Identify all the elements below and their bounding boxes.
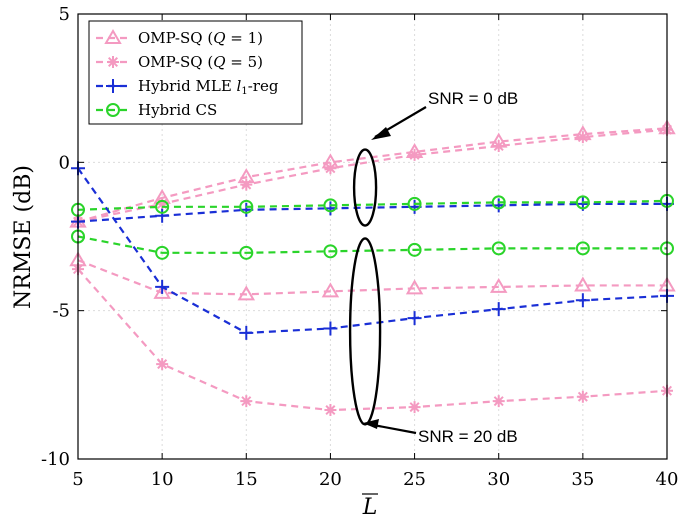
asterisk-marker [408, 401, 421, 414]
plus-marker [239, 325, 254, 340]
circle-marker [491, 195, 506, 210]
x-tick-label: 30 [487, 469, 510, 490]
asterisk-marker [576, 131, 589, 144]
asterisk-marker [324, 162, 337, 175]
triangle-marker [153, 283, 171, 299]
plus-marker [575, 293, 590, 308]
x-tick-label: 15 [235, 469, 258, 490]
snr-20db-annotation: SNR = 20 dB [363, 419, 518, 446]
plus-marker [155, 279, 170, 294]
asterisk-marker [576, 390, 589, 403]
snr-0db-annotation: SNR = 0 dB [371, 89, 518, 140]
circle-marker [491, 241, 506, 256]
asterisk-marker [240, 178, 253, 191]
series-line [77, 202, 667, 223]
x-axis-label: L [362, 495, 378, 520]
legend-entry: OMP-SQ (Q = 5) [96, 53, 263, 71]
legend-label: OMP-SQ (Q = 1) [138, 29, 263, 47]
asterisk-marker [156, 197, 169, 210]
legend-entry: OMP-SQ (Q = 1) [96, 29, 263, 47]
circle-marker [239, 245, 254, 260]
plus-marker [155, 208, 170, 223]
legend: OMP-SQ (Q = 1) OMP-SQ (Q = 5) Hybrid MLE l… [88, 20, 303, 125]
asterisk-marker [492, 395, 505, 408]
y-tick-label: -5 [52, 301, 70, 322]
x-tick-label: 40 [656, 469, 679, 490]
y-tick-label: 5 [59, 4, 70, 25]
axis-ticks: 5 10 15 20 25 30 35 40 5 0 -5 -10 [41, 4, 678, 490]
plus-marker [106, 79, 120, 93]
asterisk-marker [492, 140, 505, 153]
plus-marker [491, 302, 506, 317]
triangle-marker [489, 277, 508, 293]
plus-marker [323, 321, 338, 336]
legend-entry: Hybrid MLE l1-reg [96, 77, 279, 97]
asterisk-marker [408, 148, 421, 161]
asterisk-marker [107, 56, 119, 68]
y-tick-label: 0 [59, 152, 70, 173]
asterisk-marker [324, 404, 337, 417]
x-tick-label: 35 [571, 469, 594, 490]
circle-marker [239, 199, 254, 214]
legend-label: Hybrid CS [138, 101, 217, 119]
circle-marker [106, 103, 120, 117]
circle-marker [407, 196, 422, 211]
series-line [77, 268, 668, 412]
circle-marker [323, 244, 338, 259]
series-line [77, 259, 667, 296]
series-line [77, 235, 667, 254]
circle-marker [323, 198, 338, 213]
asterisk-marker [156, 358, 169, 371]
circle-marker [407, 242, 422, 257]
asterisk-marker [240, 395, 253, 408]
x-tick-label: 25 [403, 469, 426, 490]
y-tick-label: -10 [41, 449, 70, 470]
snr-20db-ellipse [348, 237, 382, 426]
triangle-marker [104, 29, 122, 44]
snr-20db-ellipse-shape [348, 237, 382, 426]
circle-marker [575, 241, 590, 256]
circle-marker [155, 199, 170, 214]
snr-0db-label: SNR = 0 dB [428, 89, 518, 108]
triangle-marker [237, 285, 256, 301]
x-tick-label: 5 [72, 469, 83, 490]
circle-marker [575, 195, 590, 210]
legend-label: Hybrid MLE l1-reg [138, 77, 279, 97]
legend-entry: Hybrid CS [96, 101, 217, 119]
series-hybrid-cs-snr-20dB [71, 229, 674, 260]
circle-marker [155, 245, 170, 260]
snr-0db-ellipse [352, 148, 378, 227]
plus-marker [407, 311, 422, 326]
y-axis-label: NRMSE (dB) [11, 165, 36, 309]
series-line [77, 199, 668, 211]
snr-0db-ellipse-shape [352, 148, 378, 227]
x-tick-label: 20 [319, 469, 342, 490]
triangle-marker [574, 276, 592, 292]
triangle-marker [321, 282, 340, 298]
legend-label: OMP-SQ (Q = 5) [138, 53, 263, 71]
snr-0db-arrowhead [371, 127, 391, 140]
snr-20db-arrowhead [363, 419, 379, 429]
triangle-marker [405, 279, 424, 295]
snr-20db-label: SNR = 20 dB [418, 427, 518, 446]
series-layer [69, 119, 676, 417]
plot-area-frame [77, 13, 668, 460]
series-line [77, 167, 668, 335]
x-tick-label: 10 [151, 469, 174, 490]
